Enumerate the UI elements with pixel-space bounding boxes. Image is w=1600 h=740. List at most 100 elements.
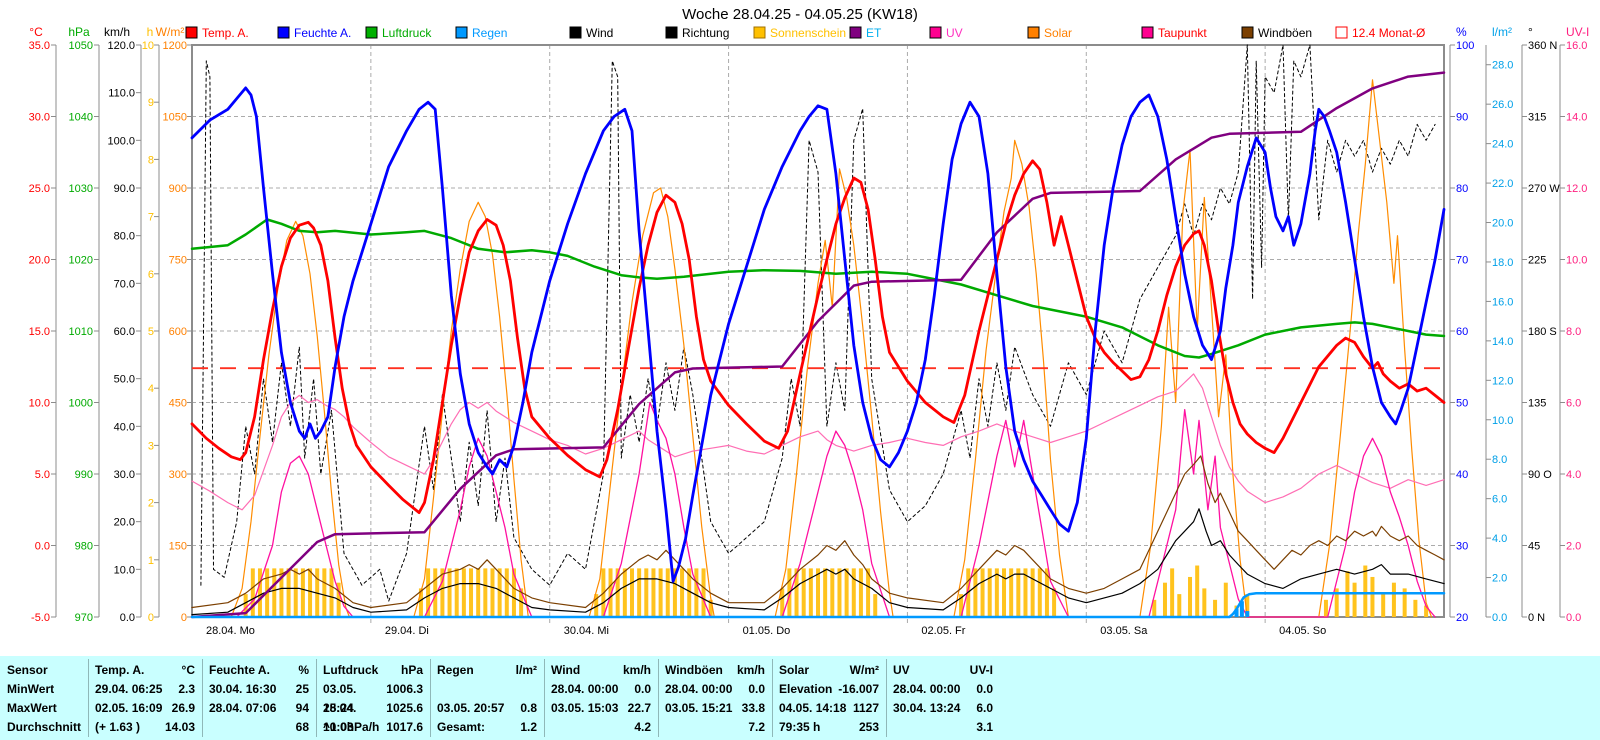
stat-cell-value: 94: [295, 701, 309, 715]
bar-sonnenschein: [1195, 565, 1200, 617]
stat-cell-value: 25: [295, 682, 309, 696]
legend-label: Taupunkt: [1158, 26, 1207, 40]
bar-sonnenschein: [440, 568, 445, 617]
tick-label-wm2: 300: [169, 469, 187, 481]
stat-cell: 28.04. 00:00 0.0: [886, 680, 1000, 699]
tick-label-uvi: 16.0: [1566, 40, 1587, 52]
tick-label-deg: 315: [1528, 112, 1546, 124]
bar-sonnenschein: [644, 568, 649, 617]
bar-regen-bars: [1234, 609, 1239, 617]
series-solar: [230, 79, 1433, 618]
col-header-uv-value: UV-I: [969, 663, 993, 677]
bar-sonnenschein: [418, 588, 423, 617]
bar-sonnenschein: [1037, 568, 1042, 617]
bar-sonnenschein: [1152, 599, 1157, 617]
axis-unit-uvi: UV-I: [1566, 25, 1589, 39]
x-axis-label: 29.04. Di: [385, 625, 429, 637]
stat-cell-value: 22.7: [627, 701, 651, 715]
tick-label-uvi: 10.0: [1566, 255, 1587, 267]
stat-cell-value: 7.2: [748, 720, 765, 734]
tick-label-h: 7: [148, 212, 154, 224]
stat-cell-label: 03.05. 15:24: [323, 682, 357, 715]
bar-sonnenschein: [1052, 588, 1057, 617]
col-header-feuchte-a-: Feuchte A.%: [202, 661, 316, 680]
tick-label-tempC: 20.0: [29, 255, 50, 267]
tick-label-wm2: 750: [169, 255, 187, 267]
x-axis-label: 01.05. Do: [743, 625, 791, 637]
col-header-feuchte-a--label: Feuchte A.: [209, 663, 270, 677]
table-row: MaxWert 02.05. 16:09 26.9 28.04. 07:06 94 28.…: [0, 699, 1600, 734]
tick-label-hpa: 990: [75, 469, 93, 481]
bar-sonnenschein: [823, 568, 828, 617]
tick-label-pct: 50: [1456, 398, 1468, 410]
stat-cell: 28.04. 07:06 94: [202, 699, 316, 718]
tick-label-hpa: 1040: [69, 112, 93, 124]
legend-swatch-solar: [1027, 26, 1040, 39]
tick-label-deg: 0 N: [1528, 612, 1545, 624]
stat-cell: 03.05. 20:57 0.8: [430, 699, 544, 718]
tick-label-uvi: 14.0: [1566, 112, 1587, 124]
bar-sonnenschein: [1016, 568, 1021, 617]
tick-label-kmh: 40.0: [114, 421, 135, 433]
tick-label-hpa: 1030: [69, 183, 93, 195]
tick-label-pct: 90: [1456, 112, 1468, 124]
bar-sonnenschein: [1413, 599, 1418, 617]
stat-cell-value: 2.3: [178, 682, 195, 696]
table-separator: [202, 659, 203, 737]
bar-sonnenschein: [279, 568, 284, 617]
tick-label-tempC: 5.0: [35, 469, 50, 481]
tick-label-tempC: -5.0: [31, 612, 50, 624]
tick-label-h: 8: [148, 154, 154, 166]
tick-label-uvi: 0.0: [1566, 612, 1581, 624]
tick-label-h: 9: [148, 97, 154, 109]
stat-cell-label: 03.05. 20:57: [437, 701, 505, 715]
row-label-label: Sensor: [7, 663, 48, 677]
tick-label-pct: 60: [1456, 326, 1468, 338]
stat-cell: Elevation -16.007: [772, 680, 886, 699]
series-taupunkt: [191, 373, 1445, 511]
bar-sonnenschein: [511, 568, 516, 617]
row-label: MaxWert: [0, 699, 88, 718]
axis-unit-kmh: km/h: [104, 25, 130, 39]
tick-label-wm2: 0: [181, 612, 187, 624]
stat-cell-value: 1017.6: [386, 720, 423, 734]
stat-cell-label: 28.04. 00:00: [893, 682, 961, 696]
bar-sonnenschein: [665, 568, 670, 617]
tick-label-tempC: 15.0: [29, 326, 50, 338]
bar-sonnenschein: [629, 568, 634, 617]
tick-label-kmh: 110.0: [108, 88, 135, 100]
bar-sonnenschein: [497, 568, 502, 617]
table-separator: [88, 659, 89, 737]
bar-sonnenschein: [858, 568, 863, 617]
tick-label-kmh: 90.0: [114, 183, 135, 195]
legend-label: Luftdruck: [382, 26, 432, 40]
tick-label-h: 6: [148, 269, 154, 281]
tick-label-h: 4: [148, 383, 154, 395]
tick-label-lm2: 4.0: [1492, 533, 1507, 545]
col-header-solar-value: W/m²: [849, 663, 879, 677]
tick-label-kmh: 30.0: [114, 469, 135, 481]
bar-sonnenschein: [959, 594, 964, 617]
stat-cell: 04.05. 14:18 1127: [772, 699, 886, 718]
bar-sonnenschein: [469, 568, 474, 617]
stat-cell: 03.05. 15:24 1006.3: [316, 680, 430, 715]
bar-sonnenschein: [322, 568, 327, 617]
bar-sonnenschein: [794, 568, 799, 617]
tick-label-tempC: 35.0: [29, 40, 50, 52]
tick-label-kmh: 10.0: [114, 564, 135, 576]
tick-label-hpa: 1000: [69, 398, 93, 410]
stat-cell-label: 28.04. 07:06: [209, 701, 277, 715]
tick-label-kmh: 60.0: [114, 326, 135, 338]
axis-unit-deg: °: [1528, 25, 1533, 39]
bar-sonnenschein: [243, 594, 248, 617]
stat-cell: 28.04. 00:00 0.0: [544, 680, 658, 699]
tick-label-deg: 45: [1528, 541, 1540, 553]
table-separator: [772, 659, 773, 737]
bar-sonnenschein: [1352, 582, 1357, 617]
tick-label-lm2: 2.0: [1492, 573, 1507, 585]
stat-cell-value: 26.9: [171, 701, 195, 715]
row-label: Sensor: [0, 661, 88, 680]
legend-swatch-et: [849, 26, 862, 39]
bar-sonnenschein: [504, 568, 509, 617]
x-axis-label: 02.05. Fr: [921, 625, 965, 637]
